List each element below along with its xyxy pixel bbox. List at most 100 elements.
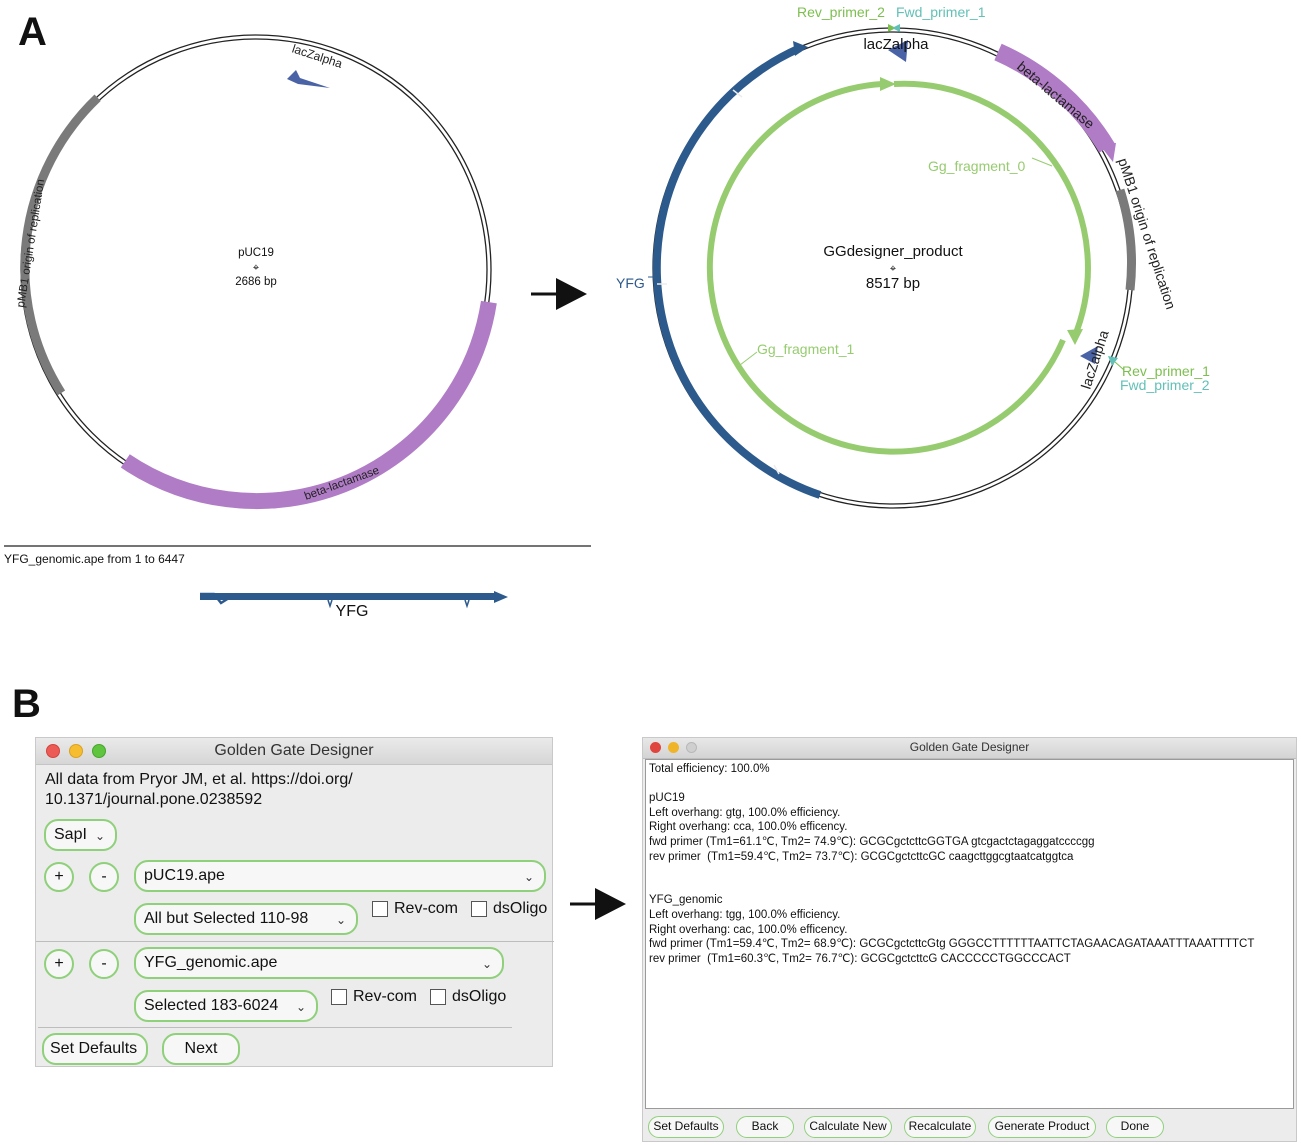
- divider: [36, 941, 554, 942]
- ori-label-right: pMB1 origin of replication: [1115, 156, 1179, 311]
- fwd-primer-1-mark: [892, 24, 900, 32]
- part1-file-value: pUC19.ape: [144, 867, 225, 884]
- center-mark-left: ⌖: [253, 262, 259, 274]
- checkbox-box[interactable]: [331, 989, 347, 1005]
- designer-window-input: Golden Gate Designer All data from Pryor…: [35, 737, 554, 1067]
- lac-label-right-side: lacZalpha: [1078, 328, 1112, 391]
- checkbox-box[interactable]: [430, 989, 446, 1005]
- chevron-down-icon: ⌄: [481, 957, 492, 971]
- part1-dsoligo-label: dsOligo: [493, 900, 548, 917]
- center-mark-right: ⌖: [890, 263, 896, 275]
- chevron-down-icon: ⌄: [523, 870, 534, 884]
- remove-part-button[interactable]: -: [89, 862, 119, 892]
- minimize-icon[interactable]: [69, 744, 83, 758]
- close-icon[interactable]: [46, 744, 60, 758]
- checkbox-box[interactable]: [471, 901, 487, 917]
- plasmid-right: YFG beta-lactamase pMB1 origin of replic…: [616, 4, 1210, 509]
- part1-region-value: All but Selected 110-98: [144, 910, 309, 927]
- bla-label-right: beta-lactamase: [1014, 58, 1098, 132]
- part2-file-select[interactable]: YFG_genomic.ape ⌄: [134, 947, 504, 979]
- gg-fragment-0-head: [1067, 329, 1083, 345]
- part1-dsoligo-checkbox[interactable]: dsOligo: [471, 900, 547, 918]
- recalculate-button[interactable]: Recalculate: [904, 1116, 976, 1138]
- bla-arrowhead-right: [1099, 143, 1116, 162]
- bla-label-left: beta-lactamase: [303, 465, 381, 503]
- part1-file-select[interactable]: pUC19.ape ⌄: [134, 860, 546, 892]
- calculate-new-button[interactable]: Calculate New: [804, 1116, 892, 1138]
- designer-window-output: Golden Gate Designer Total efficiency: 1…: [642, 737, 1297, 1142]
- set-defaults-button[interactable]: Set Defaults: [648, 1116, 724, 1138]
- minimize-icon[interactable]: [668, 742, 679, 753]
- lac-label-left: lacZalpha: [290, 41, 344, 70]
- part1-region-select[interactable]: All but Selected 110-98 ⌄: [134, 903, 358, 935]
- rev-primer-1-leader: [1114, 361, 1125, 371]
- yfg-exon-gap-a: [732, 89, 743, 98]
- part2-revcom-checkbox[interactable]: Rev-com: [331, 988, 417, 1006]
- close-icon[interactable]: [650, 742, 661, 753]
- maximize-icon[interactable]: [686, 742, 697, 753]
- chevron-down-icon: ⌄: [295, 1000, 306, 1014]
- chevron-down-icon: ⌄: [335, 913, 346, 927]
- citation-note: All data from Pryor JM, et al. https://d…: [45, 771, 353, 808]
- enzyme-value: SapI: [54, 826, 87, 843]
- ori-feature-left: [20, 94, 101, 396]
- arrow-window-transition: [570, 888, 626, 920]
- fwd-primer-2-label: Fwd_primer_2: [1120, 377, 1210, 393]
- window-title: Golden Gate Designer: [214, 742, 374, 759]
- part2-region-value: Selected 183-6024: [144, 997, 279, 1014]
- gg-fragment-1-leader: [739, 351, 758, 366]
- gg-fragment-1-head: [880, 77, 896, 91]
- enzyme-select[interactable]: SapI ⌄: [44, 819, 117, 851]
- linear-map: YFG_genomic.ape from 1 to 6447 YFG: [4, 545, 591, 620]
- part2-region-select[interactable]: Selected 183-6024 ⌄: [134, 990, 318, 1022]
- add-part-button[interactable]: +: [44, 949, 74, 979]
- done-button[interactable]: Done: [1106, 1116, 1164, 1138]
- plasmid-size-right: 8517 bp: [866, 275, 920, 292]
- chevron-down-icon: ⌄: [94, 829, 105, 843]
- plasmid-left: lacZalpha pMB1 origin of replication bet…: [15, 34, 497, 510]
- add-part-button[interactable]: +: [44, 862, 74, 892]
- arrow-plasmid-transition: [531, 278, 587, 310]
- rev-primer-1-label: Rev_primer_1: [1122, 363, 1210, 379]
- part2-file-value: YFG_genomic.ape: [144, 954, 278, 971]
- divider: [38, 1027, 512, 1028]
- gg-fragment-0: [893, 80, 1091, 340]
- plasmid-maps: lacZalpha pMB1 origin of replication bet…: [4, 4, 1210, 620]
- yfg-arrowhead-right: [793, 41, 808, 56]
- bla-feature-right: [994, 43, 1115, 153]
- rev-primer-2-label: Rev_primer_2: [797, 4, 885, 20]
- checkbox-box[interactable]: [372, 901, 388, 917]
- back-button[interactable]: Back: [736, 1116, 794, 1138]
- part2-dsoligo-checkbox[interactable]: dsOligo: [430, 988, 506, 1006]
- results-text-area[interactable]: Total efficiency: 100.0% pUC19 Left over…: [645, 759, 1294, 1109]
- yfg-feature-right: [652, 44, 822, 499]
- panel-label-b: B: [12, 682, 41, 726]
- lac-arrow-left: [287, 70, 330, 88]
- set-defaults-button[interactable]: Set Defaults: [42, 1033, 148, 1065]
- plasmid-name-left: pUC19: [238, 247, 274, 259]
- part2-revcom-label: Rev-com: [353, 988, 418, 1005]
- panel-label-a: A: [18, 10, 47, 54]
- next-button[interactable]: Next: [162, 1033, 240, 1065]
- gg-fragment-0-label: Gg_fragment_0: [928, 158, 1025, 174]
- bla-feature-left: [120, 300, 497, 510]
- part1-revcom-checkbox[interactable]: Rev-com: [372, 900, 458, 918]
- window-titlebar: Golden Gate Designer: [36, 738, 552, 765]
- window-title: Golden Gate Designer: [909, 740, 1030, 754]
- lac-arrow-right-top: [888, 40, 908, 62]
- ori-feature-right: [1115, 188, 1136, 291]
- linear-caption: YFG_genomic.ape from 1 to 6447: [4, 552, 185, 566]
- plasmid-name-right: GGdesigner_product: [823, 243, 963, 260]
- window-titlebar: Golden Gate Designer: [643, 738, 1296, 759]
- remove-part-button[interactable]: -: [89, 949, 119, 979]
- yfg-exon-gap-c: [773, 464, 780, 475]
- gg-fragment-1-label: Gg_fragment_1: [757, 341, 854, 357]
- fwd-primer-2-mark: [1108, 356, 1118, 366]
- gg-fragment-0-leader: [1031, 157, 1053, 167]
- yfg-gene-label: YFG: [336, 603, 369, 620]
- lac-label-right-top: lacZalpha: [863, 36, 929, 53]
- yfg-label-right: YFG: [616, 275, 645, 291]
- yfg-exon-gap-1: [327, 599, 333, 609]
- maximize-icon[interactable]: [92, 744, 106, 758]
- generate-product-button[interactable]: Generate Product: [988, 1116, 1096, 1138]
